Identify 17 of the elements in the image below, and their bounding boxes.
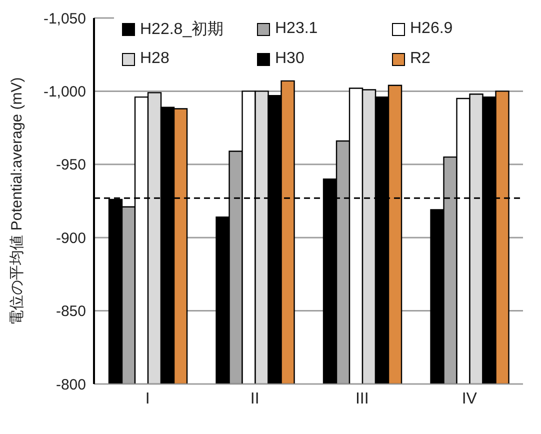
y-tick-label: -1,050 xyxy=(43,10,86,28)
y-tick-label: -900 xyxy=(56,230,86,247)
x-tick-label: I xyxy=(145,390,150,408)
legend-label: H30 xyxy=(275,50,304,68)
y-tick-label: -850 xyxy=(56,303,86,320)
legend-label: H26.9 xyxy=(410,20,453,38)
legend-label: H28 xyxy=(140,50,170,68)
legend-label: H22.8_初期 xyxy=(140,20,224,40)
legend-label: R2 xyxy=(410,50,430,68)
y-tick-label: -1,000 xyxy=(43,84,86,101)
x-tick-label: III xyxy=(355,390,369,408)
legend-label: H23.1 xyxy=(275,20,318,38)
x-tick-label: IV xyxy=(462,390,478,408)
y-axis-title: 電位の平均値 Potential:average (mV) xyxy=(8,77,26,325)
y-tick-label: -950 xyxy=(56,156,86,174)
y-tick-label: -800 xyxy=(56,376,86,394)
x-tick-label: II xyxy=(250,390,260,408)
